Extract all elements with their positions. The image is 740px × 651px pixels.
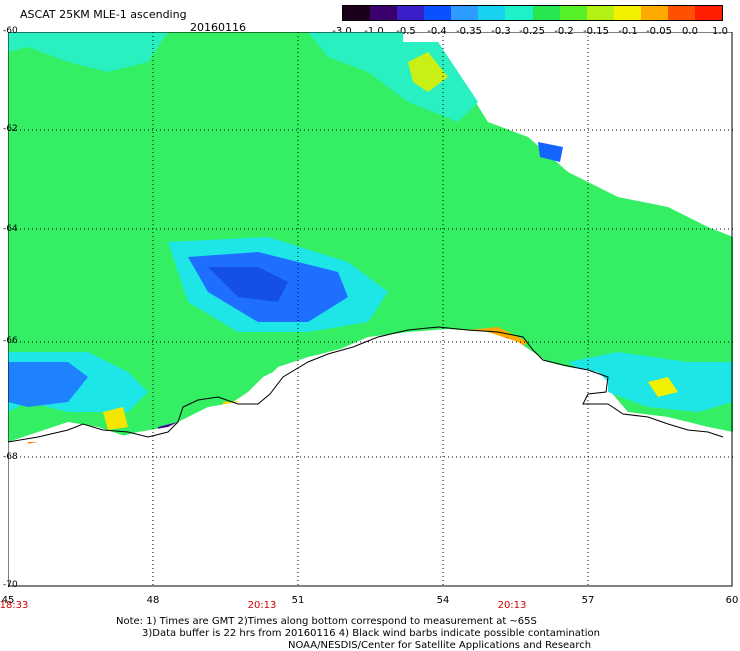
colorbar-swatch xyxy=(424,6,452,20)
footer-note-2: 3)Data buffer is 22 hrs from 20160116 4)… xyxy=(142,628,600,639)
colorbar-swatch xyxy=(532,6,560,20)
colorbar-swatch xyxy=(370,6,398,20)
lat-label: -68 xyxy=(3,452,18,462)
lat-label: -66 xyxy=(3,336,18,346)
lat-label: -62 xyxy=(3,124,18,134)
product-title: ASCAT 25KM MLE-1 ascending xyxy=(20,8,187,21)
footer-note-3: NOAA/NESDIS/Center for Satellite Applica… xyxy=(288,640,592,651)
time-label: 20:13 xyxy=(497,600,527,611)
lon-label: 60 xyxy=(725,595,739,606)
lat-label: -70 xyxy=(3,580,18,590)
lat-lon-grid xyxy=(8,32,733,587)
colorbar-swatch xyxy=(559,6,587,20)
lon-label: 54 xyxy=(436,595,450,606)
time-label: 20:13 xyxy=(247,600,277,611)
lon-label: 57 xyxy=(581,595,595,606)
colorbar xyxy=(342,5,723,21)
lon-label: 51 xyxy=(291,595,305,606)
colorbar-swatch xyxy=(451,6,479,20)
colorbar-swatch xyxy=(695,6,723,20)
colorbar-swatch xyxy=(586,6,614,20)
colorbar-swatch xyxy=(613,6,641,20)
antarctica-land xyxy=(8,329,733,587)
lat-label: -60 xyxy=(3,26,18,36)
colorbar-swatch xyxy=(640,6,668,20)
colorbar-swatch xyxy=(505,6,533,20)
colorbar-swatch xyxy=(397,6,425,20)
footer-note-1: Note: 1) Times are GMT 2)Times along bot… xyxy=(116,616,537,627)
colorbar-swatch xyxy=(478,6,506,20)
colorbar-swatch xyxy=(343,6,371,20)
colorbar-swatch xyxy=(667,6,696,20)
wind-map xyxy=(8,32,733,587)
product-date: 20160116 xyxy=(190,21,246,34)
lon-label: 48 xyxy=(146,595,160,606)
lon-label: 45 xyxy=(1,595,15,606)
lat-label: -64 xyxy=(3,224,18,234)
coastline xyxy=(8,326,724,443)
map-frame xyxy=(8,32,733,587)
time-label: 18:33 xyxy=(0,600,29,611)
